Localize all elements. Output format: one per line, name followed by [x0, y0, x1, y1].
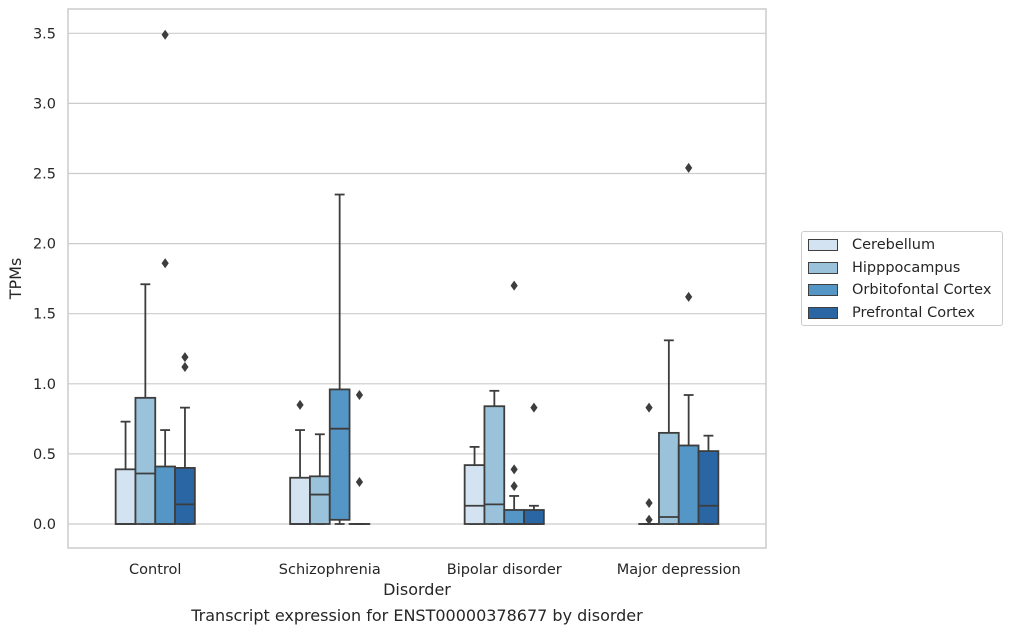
outlier-point	[510, 481, 518, 492]
outlier-point	[161, 258, 169, 269]
x-tick-label: Control	[129, 562, 181, 578]
box	[697, 450, 720, 525]
legend-item: Prefrontal Cortex	[808, 303, 975, 323]
box	[658, 431, 680, 525]
legend-item: Cerebellum	[808, 235, 935, 255]
box	[523, 509, 545, 525]
legend-item: Orbitofontal Cortex	[808, 280, 991, 300]
box	[463, 464, 486, 525]
outlier-point	[530, 402, 538, 413]
y-tick-label: 0.0	[33, 517, 56, 533]
legend-label: Hipppocampus	[852, 259, 961, 276]
x-tick-label: Schizophrenia	[279, 562, 381, 578]
outlier-point	[296, 399, 304, 410]
outlier-point	[645, 402, 653, 413]
y-tick-label: 1.5	[33, 307, 56, 323]
x-tick-label: Bipolar disorder	[447, 562, 562, 578]
x-axis-label: Disorder	[383, 580, 451, 599]
legend-label: Orbitofontal Cortex	[852, 282, 992, 298]
box	[174, 467, 196, 525]
legend-item: Hipppocampus	[808, 258, 960, 278]
y-tick-label: 2.0	[33, 237, 56, 253]
y-tick-label: 0.5	[33, 447, 56, 463]
legend-label: Cerebellum	[852, 237, 936, 253]
box	[328, 388, 351, 521]
chart-caption: Transcript expression for ENST0000037867…	[191, 606, 643, 625]
outlier-point	[355, 476, 364, 487]
y-tick-label: 3.5	[33, 26, 56, 42]
outlier-point	[161, 29, 169, 40]
legend-label: Prefrontal Cortex	[852, 304, 975, 321]
legend: Cerebellum Hipppocampus Orbitofontal Corte…	[801, 231, 1003, 326]
y-tick-label: 2.5	[33, 167, 56, 183]
outlier-point	[645, 514, 653, 525]
box	[154, 465, 176, 525]
outlier-point	[355, 390, 364, 401]
y-axis-label: TPMs	[6, 258, 25, 301]
outlier-point	[181, 361, 189, 372]
outlier-point	[510, 280, 518, 291]
x-tick-label: Major depression	[617, 562, 741, 578]
outlier-point	[510, 464, 518, 475]
legend-swatch	[808, 284, 838, 296]
box	[289, 476, 311, 525]
box	[503, 509, 525, 525]
box	[483, 405, 506, 525]
box	[309, 475, 331, 525]
legend-swatch	[808, 306, 838, 319]
outlier-point	[685, 291, 693, 302]
plot-frame	[67, 8, 767, 549]
box	[114, 468, 137, 525]
y-tick-label: 3.0	[33, 96, 56, 112]
y-tick-label: 1.0	[33, 377, 56, 393]
outlier-point	[645, 497, 653, 508]
box	[134, 396, 157, 525]
legend-swatch	[808, 261, 838, 274]
outlier-point	[685, 162, 693, 173]
box	[677, 444, 700, 525]
outlier-point	[181, 352, 189, 363]
legend-swatch	[808, 239, 838, 251]
